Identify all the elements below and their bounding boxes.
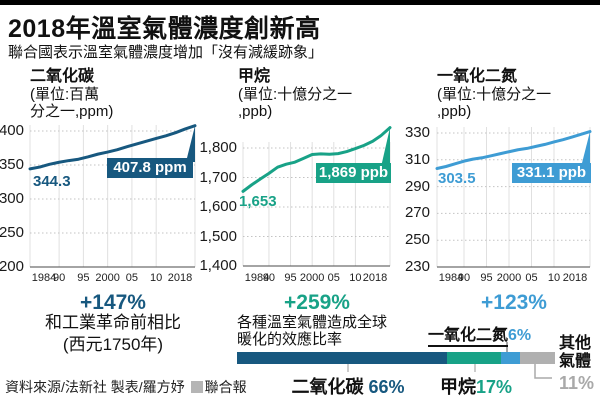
y-tick-label: 290 [404, 177, 430, 195]
end-value-callout-n2o: 331.1 ppb [512, 163, 591, 183]
gas-unit-line1: (單位:十億分之一 [238, 86, 353, 103]
chart-header-co2: 二氧化碳 (單位:百萬 分之一,ppm) [30, 68, 220, 120]
comparison-note-line1: 和工業革命前相比 [45, 313, 181, 332]
gas-unit-line1: (單位:百萬 [30, 86, 100, 103]
change-pct-co2: +147% [80, 291, 146, 314]
newspaper-logo-icon [190, 381, 203, 393]
page-title: 2018年溫室氣體濃度創新高 [8, 15, 321, 43]
share-label-n2o-value: 6% [508, 327, 532, 344]
chart-header-n2o: 一氧化二氮 (單位:十億分之一 ,ppb) [437, 68, 600, 120]
x-tick-label: 05 [125, 272, 139, 284]
y-tick-label: 1,400 [199, 257, 237, 274]
share-bar-title-line2: 暖化的效應比率 [237, 331, 343, 348]
share-bar-segment [237, 352, 447, 364]
x-tick-label: 05 [327, 272, 340, 284]
gas-name-ch4: 甲烷 [238, 68, 271, 85]
x-tick-label: 10 [547, 272, 561, 284]
gas-name-n2o: 一氧化二氮 [437, 68, 518, 85]
share-bar-title-line1: 各種溫室氣體造成全球 [237, 314, 388, 331]
share-label-other-line2: 氣體 [559, 353, 592, 370]
x-tick-label: 1984 [438, 272, 464, 284]
gas-unit-line1: (單位:十億分之一 [437, 86, 552, 103]
x-tick-label: 10 [349, 272, 362, 284]
share-label-n2o-name: 一氧化二氮 [428, 327, 509, 347]
y-tick-label: 1,600 [199, 198, 237, 215]
x-tick-label: 2018 [562, 272, 588, 284]
brand-text: 聯合報 [204, 379, 247, 395]
x-tick-label: 2000 [95, 272, 120, 284]
gas-unit-line2: ,ppb) [437, 103, 472, 120]
x-tick-label: 95 [77, 272, 90, 284]
y-tick-label: 200 [0, 258, 24, 275]
y-tick-label: 300 [0, 190, 24, 207]
comparison-note-line2: (西元1750年) [62, 335, 164, 354]
share-label-other-value: 11% [559, 373, 595, 393]
start-value-ch4: 1,653 [239, 193, 277, 210]
end-value-callout-co2: 407.8 ppm [107, 158, 193, 178]
share-label-ch4: 甲烷17% [428, 373, 524, 399]
y-tick-label: 1,800 [199, 139, 237, 156]
share-label-other-line1: 其他 [559, 335, 592, 352]
x-tick-label: 2000 [299, 272, 325, 284]
share-bar-segment [446, 352, 501, 364]
x-tick-label: 2018 [362, 272, 388, 284]
y-tick-label: 350 [0, 156, 24, 173]
comparison-note: 和工業革命前相比 (西元1750年) [20, 312, 206, 356]
share-label-ch4-name: 甲烷 [439, 377, 476, 397]
share-bar-segment [520, 352, 555, 364]
x-tick-label: 10 [150, 272, 163, 284]
y-tick-label: 400 [0, 122, 24, 139]
y-tick-label: 230 [404, 258, 430, 275]
share-bar-title: 各種溫室氣體造成全球 暖化的效應比率 [237, 314, 387, 348]
y-tick-label: 1,700 [199, 168, 237, 186]
x-tick-label: 05 [525, 272, 538, 284]
y-axis-co2: 400 350 300 250 200 [0, 0, 27, 402]
x-tick-label: 90 [52, 272, 66, 284]
y-tick-label: 1,500 [199, 227, 237, 245]
share-bar-segment [500, 352, 520, 364]
start-value-co2: 344.3 [33, 173, 71, 190]
x-tick-label: 90 [457, 272, 471, 284]
start-value-n2o: 303.5 [438, 170, 476, 187]
x-tick-label: 90 [262, 272, 276, 284]
x-tick-label: 95 [480, 272, 493, 284]
gas-unit-line2: 分之一,ppm) [30, 103, 114, 120]
y-tick-label: 330 [404, 124, 430, 141]
top-rule [0, 0, 600, 5]
share-label-co2-name: 二氧化碳 [291, 377, 364, 397]
x-tick-label: 2018 [167, 272, 193, 284]
y-tick-label: 310 [404, 150, 430, 168]
y-axis-ch4: 1,800 1,700 1,600 1,500 1,400 [199, 0, 240, 402]
change-pct-ch4: +259% [284, 291, 350, 314]
x-tick-label: 1984 [31, 272, 57, 284]
y-tick-label: 270 [404, 204, 430, 222]
gas-unit-line2: ,ppb) [238, 103, 273, 120]
source-text: 資料來源/法新社 製表/羅方妤 [5, 379, 185, 395]
share-label-other: 其他 氣體 [559, 335, 591, 371]
y-tick-label: 250 [404, 231, 430, 249]
x-tick-label: 95 [284, 272, 297, 284]
y-tick-label: 250 [0, 224, 24, 241]
share-stacked-bar [237, 352, 555, 364]
x-tick-label: 2000 [496, 272, 522, 284]
share-label-co2-value: 66% [368, 377, 405, 397]
source-credit: 資料來源/法新社 製表/羅方妤 聯合報 [5, 377, 247, 397]
chart-header-ch4: 甲烷 (單位:十億分之一 ,ppb) [238, 68, 428, 120]
page-subtitle: 聯合國表示溫室氣體濃度增加「沒有減緩跡象」 [8, 44, 324, 61]
y-axis-n2o: 330 310 290 270 250 230 [400, 0, 433, 402]
share-label-co2: 二氧化碳 66% [280, 373, 416, 399]
share-label-n2o: 一氧化二氮6% [428, 321, 532, 347]
x-tick-label: 1984 [244, 272, 270, 284]
gas-name-co2: 二氧化碳 [30, 68, 95, 85]
end-value-callout-ch4: 1,869 ppb [316, 163, 391, 183]
change-pct-n2o: +123% [481, 291, 547, 314]
share-label-ch4-value: 17% [475, 377, 513, 397]
